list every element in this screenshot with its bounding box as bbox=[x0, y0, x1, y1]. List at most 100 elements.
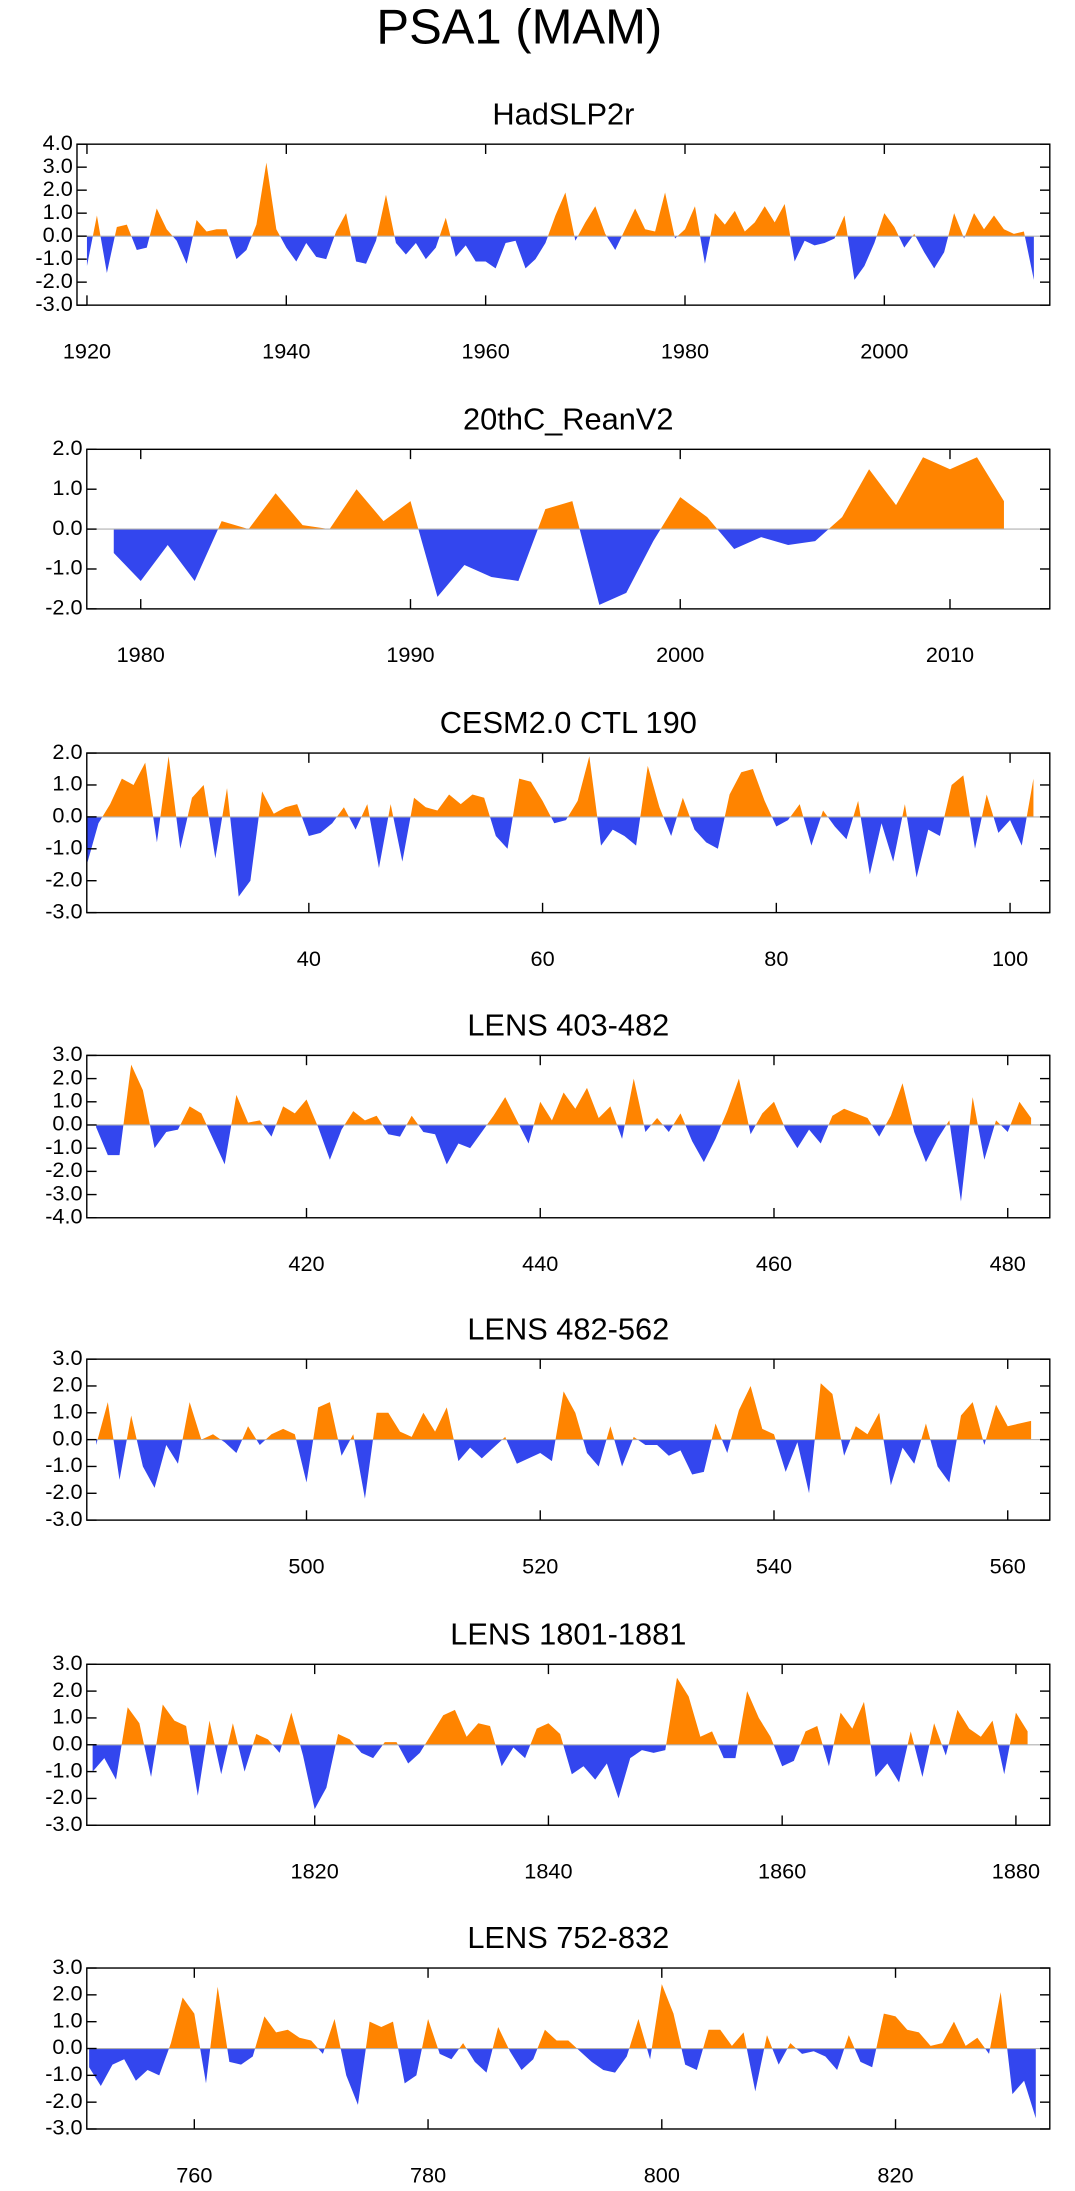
y-tick-label: -2.0 bbox=[35, 268, 72, 293]
y-tick-label: -2.0 bbox=[45, 1479, 82, 1504]
y-tick-label: 2.0 bbox=[52, 1064, 82, 1089]
x-tick-label: 1980 bbox=[661, 338, 709, 363]
y-tick-label: 2.0 bbox=[43, 176, 73, 201]
y-tick-label: -1.0 bbox=[45, 1757, 82, 1782]
y-tick-label: -1.0 bbox=[45, 1134, 82, 1159]
area-positive bbox=[92, 1677, 1028, 1745]
y-tick-label: 1.0 bbox=[52, 771, 82, 796]
y-tick-label: -3.0 bbox=[45, 1180, 82, 1205]
x-tick-label: 560 bbox=[990, 1553, 1026, 1578]
area-positive bbox=[86, 162, 1034, 237]
area-negative bbox=[86, 816, 1034, 897]
y-tick-label: -1.0 bbox=[45, 2061, 82, 2086]
y-tick-label: 1.0 bbox=[52, 1399, 82, 1424]
y-tick-label: 0.0 bbox=[52, 1730, 82, 1755]
x-tick-label: 800 bbox=[644, 2162, 680, 2187]
y-tick-label: 0.0 bbox=[52, 1425, 82, 1450]
area-negative bbox=[113, 529, 1004, 605]
y-tick-label: 0.0 bbox=[52, 1111, 82, 1136]
x-tick-label: 60 bbox=[531, 946, 555, 971]
panel-title: LENS 482-562 bbox=[467, 1311, 669, 1346]
y-tick-label: -1.0 bbox=[45, 835, 82, 860]
area-negative bbox=[86, 236, 1034, 280]
y-tick-label: -2.0 bbox=[45, 2088, 82, 2113]
y-tick-label: -3.0 bbox=[45, 1506, 82, 1531]
y-tick-label: 1.0 bbox=[52, 475, 82, 500]
y-tick-label: 0.0 bbox=[43, 222, 73, 247]
area-positive bbox=[96, 1383, 1032, 1440]
x-tick-label: 760 bbox=[176, 2162, 212, 2187]
x-tick-label: 780 bbox=[410, 2162, 446, 2187]
x-tick-label: 100 bbox=[992, 946, 1028, 971]
x-tick-label: 820 bbox=[877, 2162, 913, 2187]
area-negative bbox=[92, 1744, 1028, 1810]
y-tick-label: -1.0 bbox=[45, 555, 82, 580]
x-tick-label: 500 bbox=[288, 1553, 324, 1578]
x-tick-label: 1860 bbox=[758, 1859, 806, 1884]
x-tick-label: 2010 bbox=[926, 642, 974, 667]
x-tick-label: 460 bbox=[756, 1251, 792, 1276]
panel-title: LENS 752-832 bbox=[467, 1920, 669, 1955]
x-tick-label: 1940 bbox=[262, 338, 310, 363]
y-tick-label: 0.0 bbox=[52, 803, 82, 828]
panel-title: LENS 403-482 bbox=[467, 1008, 669, 1043]
x-tick-label: 420 bbox=[288, 1251, 324, 1276]
y-tick-label: -4.0 bbox=[45, 1204, 82, 1229]
y-tick-label: -2.0 bbox=[45, 595, 82, 620]
y-tick-label: 1.0 bbox=[52, 1088, 82, 1113]
y-tick-label: -3.0 bbox=[35, 291, 72, 316]
plot-frame bbox=[76, 143, 1051, 306]
plot-frame bbox=[86, 752, 1051, 914]
x-tick-label: 1880 bbox=[992, 1859, 1040, 1884]
y-tick-label: -3.0 bbox=[45, 2115, 82, 2140]
x-tick-label: 1820 bbox=[291, 1859, 339, 1884]
y-tick-label: 3.0 bbox=[43, 153, 73, 178]
y-tick-label: 2.0 bbox=[52, 1677, 82, 1702]
y-tick-label: -1.0 bbox=[45, 1452, 82, 1477]
area-positive bbox=[102, 756, 1034, 817]
y-tick-label: -3.0 bbox=[45, 898, 82, 923]
x-tick-label: 1980 bbox=[117, 642, 165, 667]
x-tick-label: 1990 bbox=[386, 642, 434, 667]
y-tick-label: 1.0 bbox=[52, 1704, 82, 1729]
y-tick-label: 0.0 bbox=[52, 515, 82, 540]
x-tick-label: 40 bbox=[297, 946, 321, 971]
y-tick-label: 2.0 bbox=[52, 739, 82, 764]
y-tick-label: 3.0 bbox=[52, 1954, 82, 1979]
y-tick-label: 0.0 bbox=[52, 2034, 82, 2059]
y-tick-label: 3.0 bbox=[52, 1041, 82, 1066]
y-tick-label: 2.0 bbox=[52, 1981, 82, 2006]
y-tick-label: 2.0 bbox=[52, 435, 82, 460]
area-negative bbox=[96, 1124, 1011, 1202]
panel-title: 20thC_ReanV2 bbox=[463, 401, 673, 436]
x-tick-label: 520 bbox=[522, 1553, 558, 1578]
x-tick-label: 440 bbox=[522, 1251, 558, 1276]
x-tick-label: 80 bbox=[764, 946, 788, 971]
y-tick-label: 4.0 bbox=[43, 130, 73, 155]
x-tick-label: 2000 bbox=[656, 642, 704, 667]
area-positive bbox=[96, 1064, 1032, 1125]
x-tick-label: 540 bbox=[756, 1553, 792, 1578]
y-tick-label: -3.0 bbox=[45, 1811, 82, 1836]
y-tick-label: 2.0 bbox=[52, 1372, 82, 1397]
panel-title: LENS 1801-1881 bbox=[450, 1616, 686, 1651]
y-tick-label: 3.0 bbox=[52, 1650, 82, 1675]
x-tick-label: 1920 bbox=[63, 338, 111, 363]
area-negative bbox=[89, 2048, 1036, 2119]
panel-title: HadSLP2r bbox=[492, 96, 634, 131]
area-positive bbox=[113, 457, 1004, 530]
y-tick-label: -1.0 bbox=[35, 245, 72, 270]
y-tick-label: 1.0 bbox=[43, 199, 73, 224]
x-tick-label: 2000 bbox=[860, 338, 908, 363]
y-tick-label: -2.0 bbox=[45, 1157, 82, 1182]
x-tick-label: 480 bbox=[990, 1251, 1026, 1276]
y-tick-label: -2.0 bbox=[45, 1784, 82, 1809]
area-negative bbox=[96, 1439, 1032, 1499]
y-tick-label: -2.0 bbox=[45, 866, 82, 891]
y-tick-label: 3.0 bbox=[52, 1345, 82, 1370]
figure-title: PSA1 (MAM) bbox=[376, 1, 662, 55]
x-tick-label: 1840 bbox=[524, 1859, 572, 1884]
x-tick-label: 1960 bbox=[462, 338, 510, 363]
